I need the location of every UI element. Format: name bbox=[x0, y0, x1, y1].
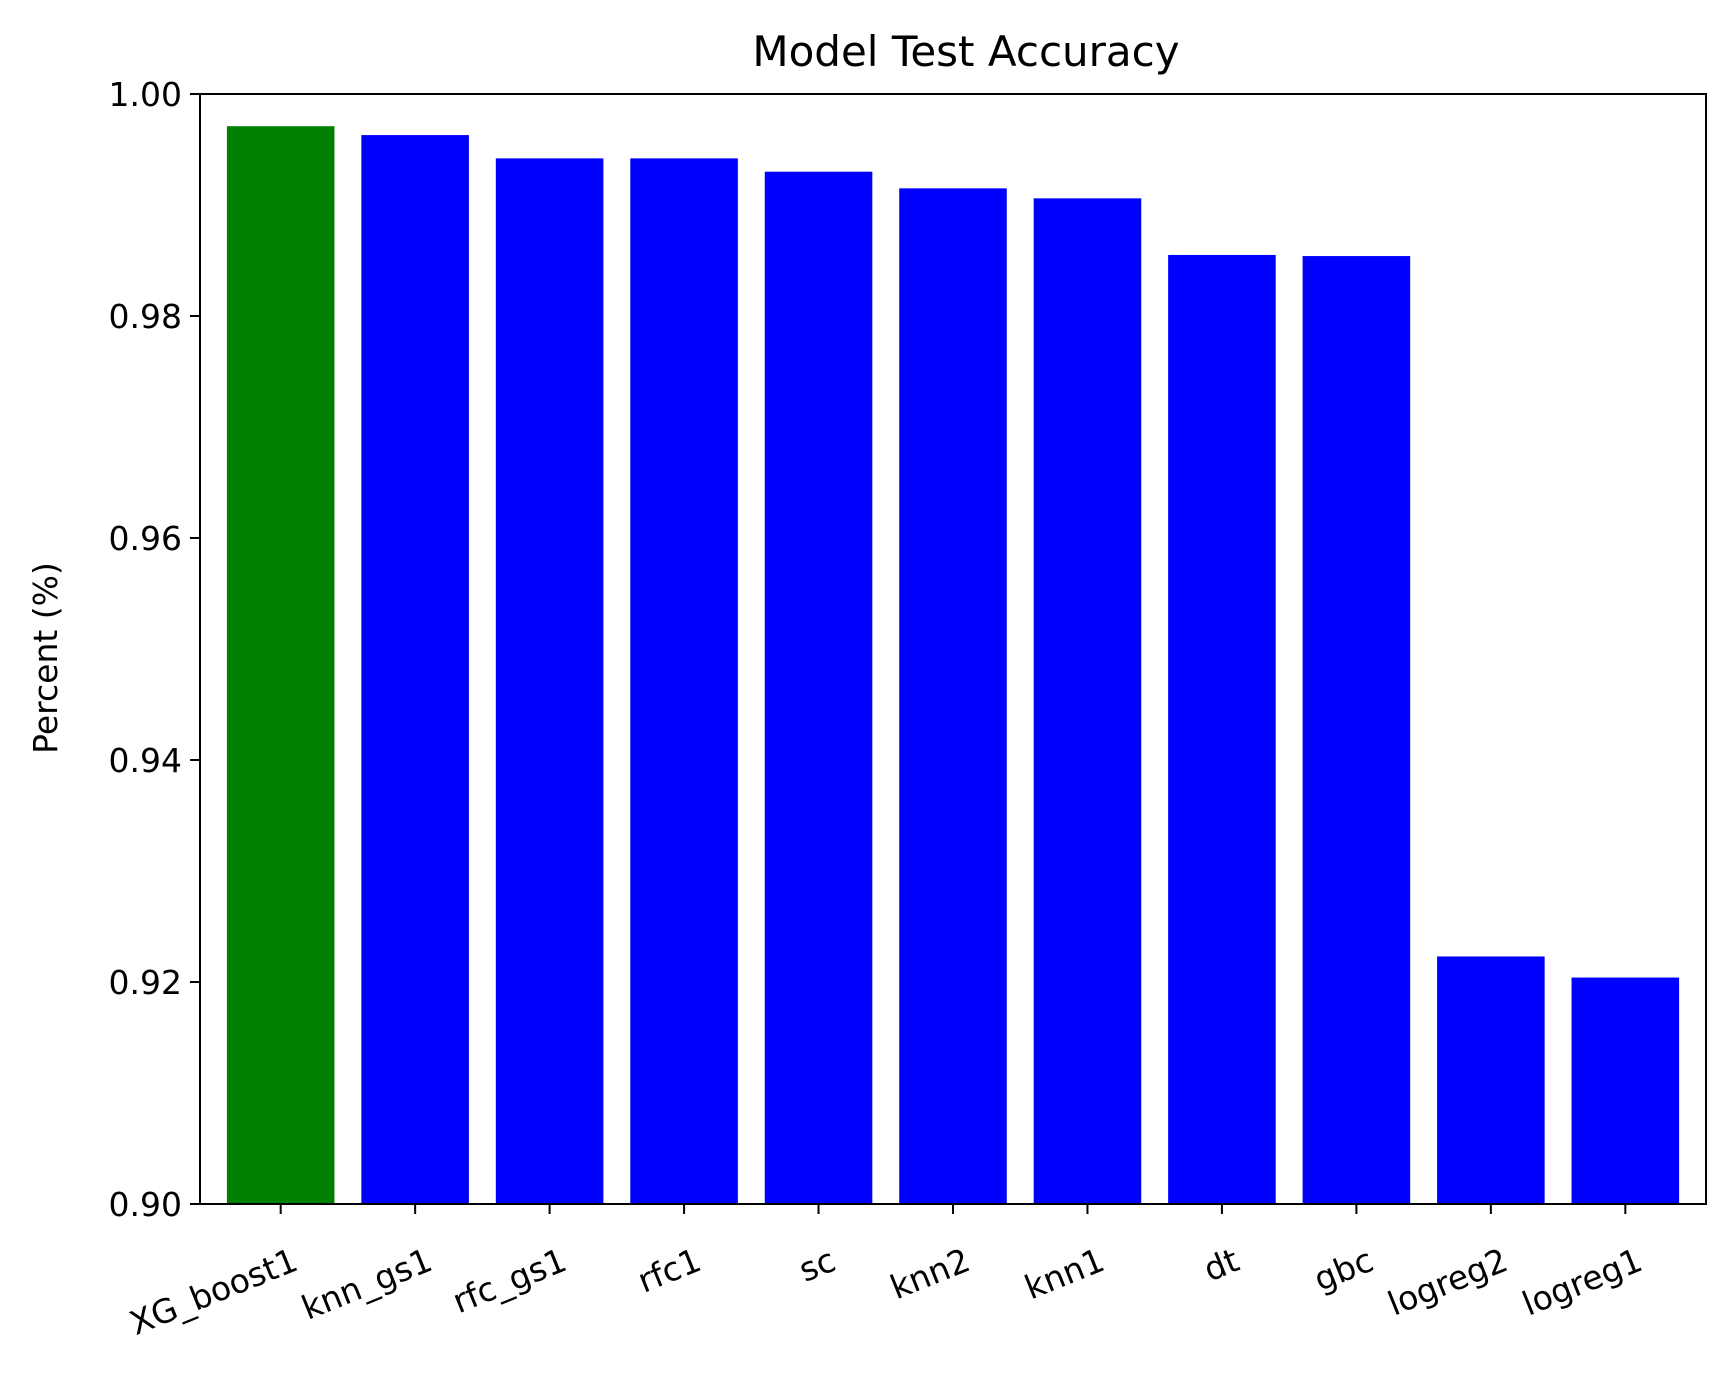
y-axis-label: Percent (%) bbox=[26, 562, 65, 754]
plot-area-frame bbox=[199, 93, 1707, 1205]
bar-logreg1 bbox=[1571, 977, 1680, 1204]
bars-group bbox=[226, 126, 1680, 1205]
y-tick-label: 1.00 bbox=[109, 75, 182, 114]
bar-knn1 bbox=[1033, 198, 1142, 1205]
y-tick-label: 0.94 bbox=[109, 741, 182, 780]
chart-title: Model Test Accuracy bbox=[752, 27, 1179, 76]
y-tick-label: 0.98 bbox=[109, 297, 182, 336]
bar-gbc bbox=[1302, 256, 1411, 1204]
bar-logreg2 bbox=[1437, 956, 1545, 1204]
y-tick-label: 0.96 bbox=[109, 519, 182, 558]
y-tick-label: 0.90 bbox=[109, 1185, 182, 1224]
bar-knn2 bbox=[899, 188, 1007, 1205]
bar-sc bbox=[764, 171, 873, 1205]
bar-knn_gs1 bbox=[361, 135, 469, 1204]
bar-rfc1 bbox=[630, 158, 738, 1204]
bar-dt bbox=[1168, 254, 1276, 1204]
bar-rfc_gs1 bbox=[495, 158, 604, 1204]
y-axis: 0.90 0.92 0.94 0.96 0.98 1.00 bbox=[109, 75, 200, 1224]
y-tick-label: 0.92 bbox=[109, 963, 182, 1002]
bar-XG_boost1 bbox=[226, 126, 335, 1205]
